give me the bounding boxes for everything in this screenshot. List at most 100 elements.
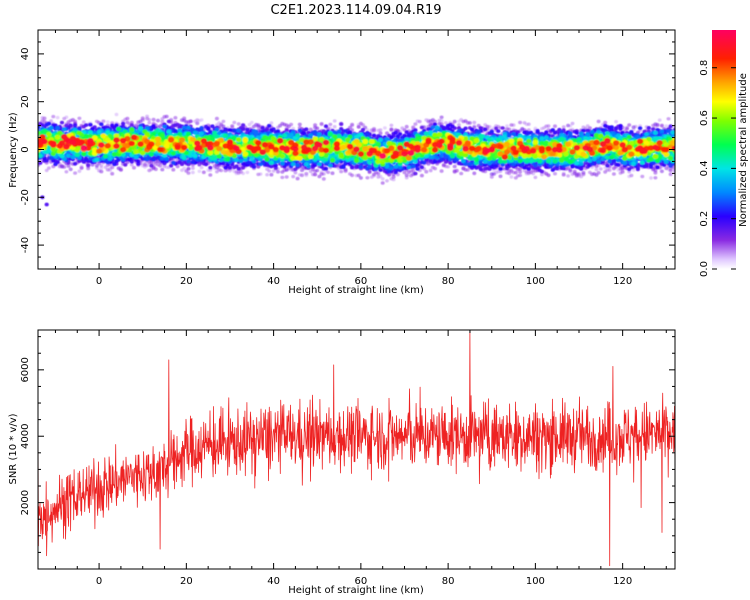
heatmap-cell <box>262 135 268 140</box>
heatmap-cell <box>517 158 523 164</box>
heatmap-cell <box>142 163 147 167</box>
heatmap-cell <box>598 133 604 139</box>
heatmap-cell <box>256 165 261 169</box>
heatmap-cell <box>626 134 632 140</box>
heatmap-cell <box>225 157 231 162</box>
heatmap-cell <box>651 127 656 131</box>
heatmap-cell <box>393 164 399 169</box>
heatmap-cell <box>383 126 387 130</box>
heatmap-cell <box>631 168 636 172</box>
heatmap-cell <box>439 169 444 173</box>
heatmap-cell <box>214 127 220 132</box>
heatmap-cell <box>493 163 499 168</box>
heatmap-cell <box>336 129 342 134</box>
heatmap-cell <box>559 136 565 142</box>
heatmap-cell <box>94 164 99 168</box>
heatmap-cell <box>537 158 543 164</box>
heatmap-cell <box>313 125 318 130</box>
heatmap-cell <box>478 161 483 166</box>
heatmap-cell <box>411 169 416 173</box>
heatmap-cell <box>589 161 595 166</box>
heatmap-cell <box>79 166 84 170</box>
heatmap-cell <box>162 164 167 168</box>
heatmap-cell <box>635 135 641 140</box>
heatmap-cell <box>332 119 337 123</box>
heatmap-cell <box>362 161 368 166</box>
heatmap-cell <box>147 121 152 125</box>
heatmap-cell <box>264 157 270 162</box>
heatmap-cell <box>410 164 416 169</box>
heatmap-cell <box>625 127 629 131</box>
heatmap-cell <box>535 130 540 134</box>
heatmap-cell <box>138 119 143 124</box>
heatmap-cell <box>463 162 468 166</box>
heatmap-cell <box>129 163 134 167</box>
heatmap-cell <box>55 115 60 120</box>
heatmap-cell <box>498 167 503 171</box>
heatmap-cell <box>444 121 448 125</box>
heatmap-cell <box>509 123 514 127</box>
heatmap-cell <box>136 162 141 166</box>
heatmap-cell <box>290 162 296 167</box>
heatmap-cell <box>232 120 237 125</box>
heatmap-cell <box>607 159 612 164</box>
heatmap-cell <box>59 120 65 125</box>
heatmap-cell <box>61 127 67 132</box>
heatmap-cell <box>659 123 664 128</box>
heatmap-cell <box>558 158 565 163</box>
heatmap-cell <box>432 122 438 127</box>
heatmap-cell <box>313 172 318 177</box>
heatmap-cell <box>77 169 82 173</box>
heatmap-cell <box>350 165 355 170</box>
heatmap-cell <box>238 170 243 174</box>
heatmap-cell <box>295 176 300 181</box>
heatmap-cell <box>646 126 651 130</box>
heatmap-cell <box>99 169 104 174</box>
heatmap-cell <box>605 163 610 168</box>
heatmap-cell <box>300 173 304 177</box>
heatmap-cell <box>120 157 126 162</box>
heatmap-cell <box>594 167 599 172</box>
heatmap-cell <box>596 159 601 164</box>
heatmap-cell <box>585 128 590 133</box>
heatmap-cell <box>618 126 623 131</box>
heatmap-cell <box>149 163 154 168</box>
heatmap-cell <box>199 125 204 130</box>
heatmap-cell <box>404 124 409 129</box>
heatmap-cell <box>94 157 100 162</box>
heatmap-cell <box>568 133 573 138</box>
heatmap-cell <box>138 126 143 131</box>
heatmap-cell <box>317 162 322 167</box>
heatmap-cell <box>666 129 671 134</box>
heatmap-cell <box>587 126 592 130</box>
heatmap-cell <box>223 165 228 170</box>
heatmap-cell <box>66 164 71 168</box>
heatmap-cell <box>413 128 418 133</box>
heatmap-cell <box>236 122 241 126</box>
heatmap-cell <box>301 131 307 136</box>
heatmap-cell <box>627 167 632 172</box>
heatmap-cell <box>566 123 571 128</box>
heatmap-cell <box>241 123 246 127</box>
heatmap-cell <box>640 163 645 168</box>
heatmap-cell <box>603 120 608 125</box>
heatmap-cell <box>494 126 499 131</box>
heatmap-cell <box>197 163 202 167</box>
heatmap-cell <box>434 156 440 160</box>
heatmap-cell <box>668 124 673 129</box>
heatmap-cell <box>156 118 160 123</box>
heatmap-cell <box>105 168 110 172</box>
heatmap-cell <box>439 115 444 120</box>
heatmap-cell <box>369 175 374 179</box>
heatmap-cell <box>190 127 196 132</box>
heatmap-cell <box>300 168 304 172</box>
heatmap-cell <box>297 122 302 127</box>
heatmap-cell <box>567 159 573 165</box>
heatmap-cell <box>611 172 616 176</box>
heatmap-cell <box>83 123 89 127</box>
heatmap-cell <box>670 130 675 135</box>
heatmap-cell <box>129 120 134 125</box>
heatmap-cell <box>437 118 442 123</box>
heatmap-cell <box>295 133 301 138</box>
heatmap-cell <box>629 130 634 134</box>
